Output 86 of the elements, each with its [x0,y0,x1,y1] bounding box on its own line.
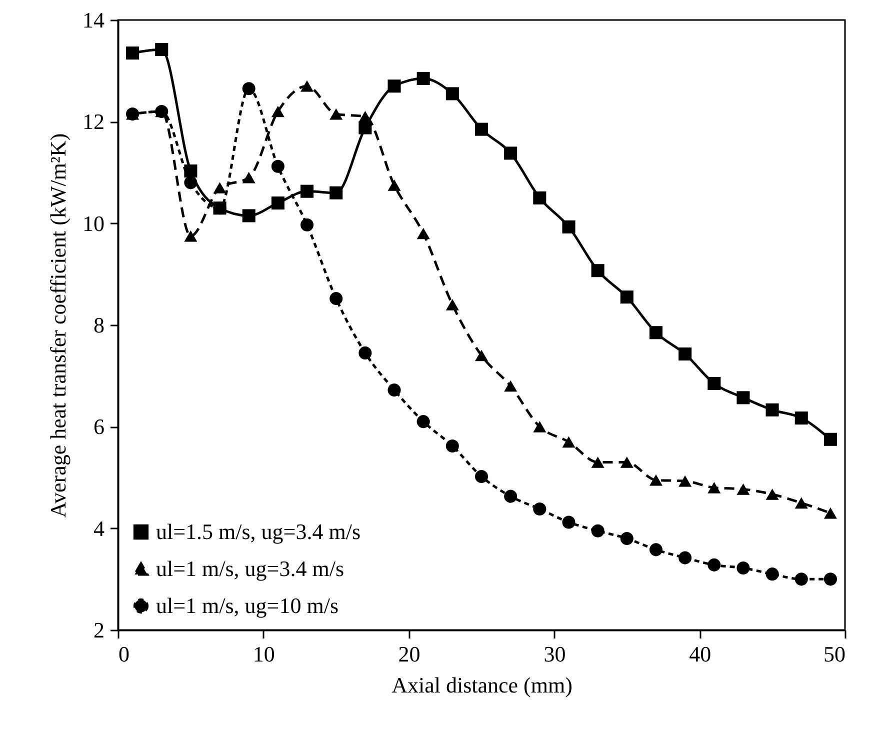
point [330,292,343,306]
point [533,421,546,432]
point [504,146,518,160]
point [242,172,256,184]
point [736,391,750,404]
point [330,108,343,120]
point [708,482,721,494]
point [271,160,284,173]
point [474,122,488,136]
point [300,218,314,232]
point [591,456,604,468]
point [620,290,634,304]
point [213,182,226,194]
point [678,347,692,360]
point [388,80,401,93]
point [504,380,518,392]
point [300,184,314,198]
point [794,572,808,586]
point [446,439,459,452]
x-tick-label: 0 [118,642,130,666]
x-tick-label: 20 [398,642,420,666]
point [416,228,430,240]
point [242,209,256,222]
y-axis-title: Average heat transfer coefficient (kW/m²K) [46,133,70,518]
point [824,432,837,446]
y-tick-label: 14 [82,8,104,32]
point [446,299,459,310]
point [736,484,750,495]
x-tick-label: 50 [824,642,846,666]
y-tick-label: 12 [82,109,104,134]
point [620,456,634,468]
point [533,502,546,516]
point [300,80,314,92]
point [620,532,634,546]
point [126,46,140,60]
point [358,121,372,134]
point [474,350,488,362]
point [678,475,692,487]
point [591,264,604,278]
point [155,42,168,56]
point [271,196,284,210]
point [736,561,750,574]
x-tick-label: 10 [252,642,275,666]
point [184,176,198,190]
point [708,558,721,572]
point [708,376,721,390]
point [678,551,692,564]
point [794,497,808,509]
point [794,412,808,425]
point [766,488,779,500]
point [649,326,662,340]
point [358,346,372,360]
y-tick-label: 10 [82,210,104,236]
point [562,220,576,234]
point [533,191,546,204]
legend-label: ul=1 m/s, ug=3.4 m/s [156,556,344,581]
y-tick-label: 8 [94,312,104,338]
point [766,568,779,581]
point [271,106,284,118]
point [184,230,198,242]
legend-label: ul=1 m/s, ug=10 m/s [156,593,338,618]
x-tick-label: 40 [689,642,712,666]
point [562,516,576,529]
point [824,572,837,586]
point [184,164,198,178]
legend-label: ul=1.5 m/s, ug=3.4 m/s [156,519,360,544]
point [242,82,256,96]
point [474,470,488,483]
point [824,507,837,519]
point [766,403,779,416]
y-tick-label: 2 [94,618,104,642]
point [649,543,662,556]
point [504,490,518,503]
y-tick-label: 4 [94,516,104,541]
point [446,87,459,100]
point [416,415,430,428]
point [388,384,401,397]
x-axis-title: Axial distance (mm) [392,672,572,698]
point [649,474,662,486]
point [416,72,430,85]
point [562,436,576,448]
point [330,186,343,200]
x-tick-label: 30 [544,642,566,666]
point [388,180,401,191]
point [591,524,604,538]
y-tick-label: 6 [94,414,104,440]
